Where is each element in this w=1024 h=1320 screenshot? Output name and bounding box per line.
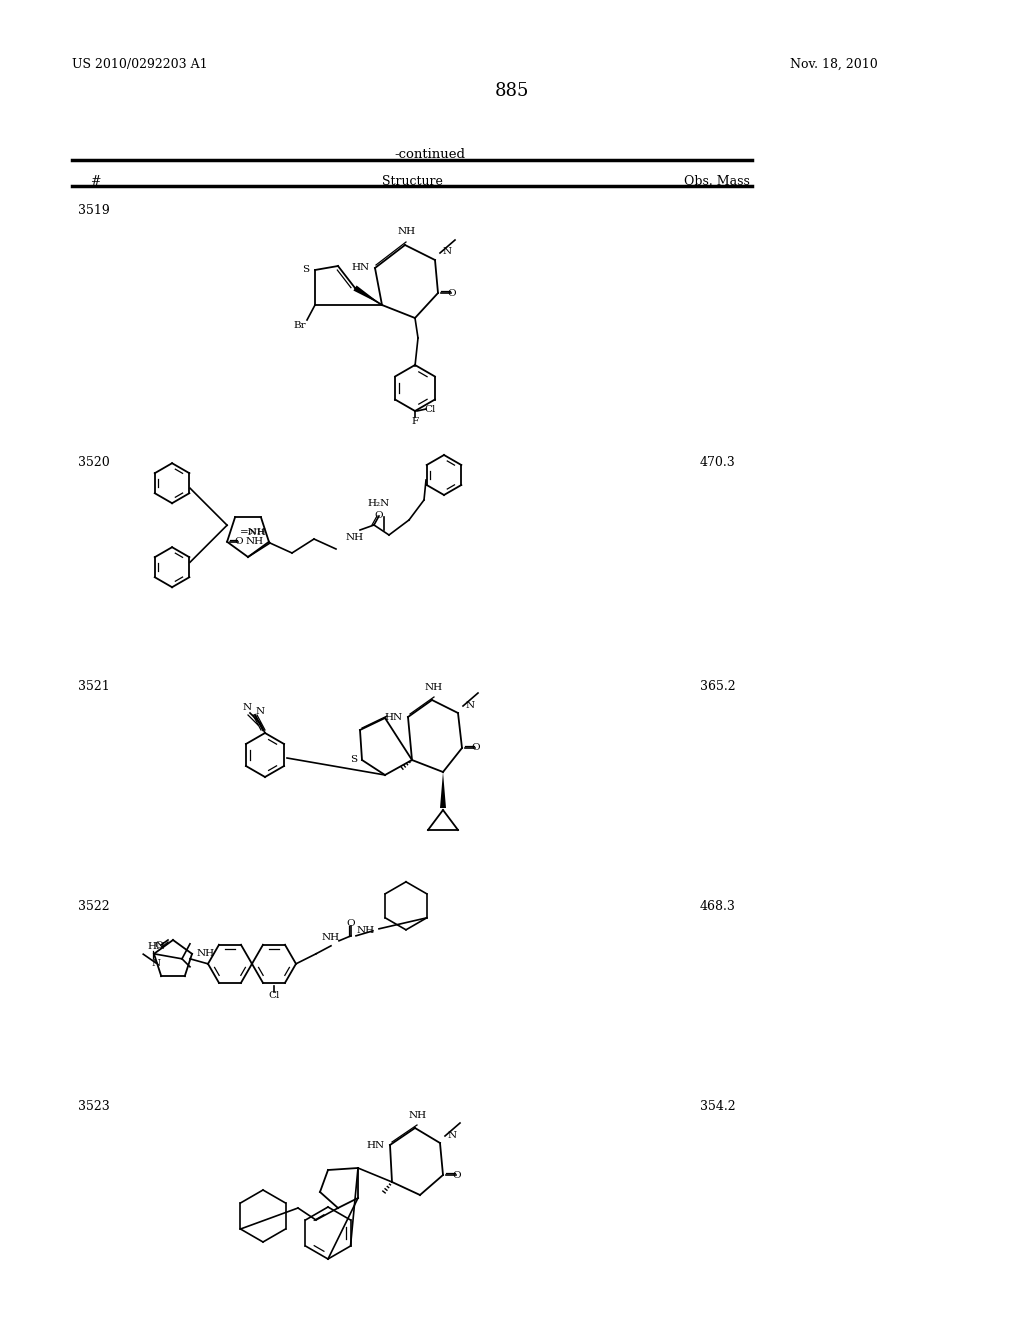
Text: HN: HN <box>385 713 403 722</box>
Text: F: F <box>412 417 419 425</box>
Text: 885: 885 <box>495 82 529 100</box>
Text: Cl: Cl <box>424 404 435 413</box>
Text: S: S <box>302 265 309 275</box>
Text: O: O <box>155 940 163 949</box>
Text: N: N <box>466 701 475 710</box>
Text: O: O <box>234 537 244 546</box>
Text: NH: NH <box>398 227 416 236</box>
Text: 470.3: 470.3 <box>700 455 736 469</box>
Text: NH: NH <box>425 682 443 692</box>
Text: 354.2: 354.2 <box>700 1100 735 1113</box>
Text: O: O <box>347 919 355 928</box>
Text: Structure: Structure <box>382 176 442 187</box>
Text: 3523: 3523 <box>78 1100 110 1113</box>
Text: Br: Br <box>294 321 306 330</box>
Text: 468.3: 468.3 <box>700 900 736 913</box>
Text: O: O <box>453 1171 462 1180</box>
Text: 3519: 3519 <box>78 205 110 216</box>
Text: #: # <box>90 176 100 187</box>
Text: S: S <box>350 755 357 764</box>
Text: N: N <box>152 958 161 968</box>
Text: N: N <box>443 248 453 256</box>
Text: O: O <box>375 511 383 520</box>
Polygon shape <box>440 772 446 808</box>
Text: 365.2: 365.2 <box>700 680 735 693</box>
Text: N: N <box>243 702 252 711</box>
Text: NH: NH <box>346 533 365 543</box>
Text: O: O <box>472 743 480 752</box>
Text: Cl: Cl <box>268 991 280 1001</box>
Text: NH: NH <box>322 933 340 942</box>
Text: =NH: =NH <box>240 528 266 537</box>
Text: HN: HN <box>352 264 370 272</box>
Text: -continued: -continued <box>394 148 466 161</box>
Text: N: N <box>255 706 264 715</box>
Text: US 2010/0292203 A1: US 2010/0292203 A1 <box>72 58 208 71</box>
Text: 3520: 3520 <box>78 455 110 469</box>
Text: NH: NH <box>409 1110 427 1119</box>
Text: Obs. Mass: Obs. Mass <box>684 176 750 187</box>
Polygon shape <box>353 285 382 305</box>
Text: NH: NH <box>197 949 215 958</box>
Text: N: N <box>449 1130 457 1139</box>
Text: O: O <box>447 289 457 297</box>
Text: Nov. 18, 2010: Nov. 18, 2010 <box>790 58 878 71</box>
Text: iNH: iNH <box>247 528 264 536</box>
Text: NH: NH <box>357 927 375 936</box>
Text: 3522: 3522 <box>78 900 110 913</box>
Text: H₂N: H₂N <box>368 499 390 507</box>
Text: NH: NH <box>246 537 264 546</box>
Text: HN: HN <box>367 1140 385 1150</box>
Text: HN: HN <box>147 941 165 950</box>
Text: 3521: 3521 <box>78 680 110 693</box>
